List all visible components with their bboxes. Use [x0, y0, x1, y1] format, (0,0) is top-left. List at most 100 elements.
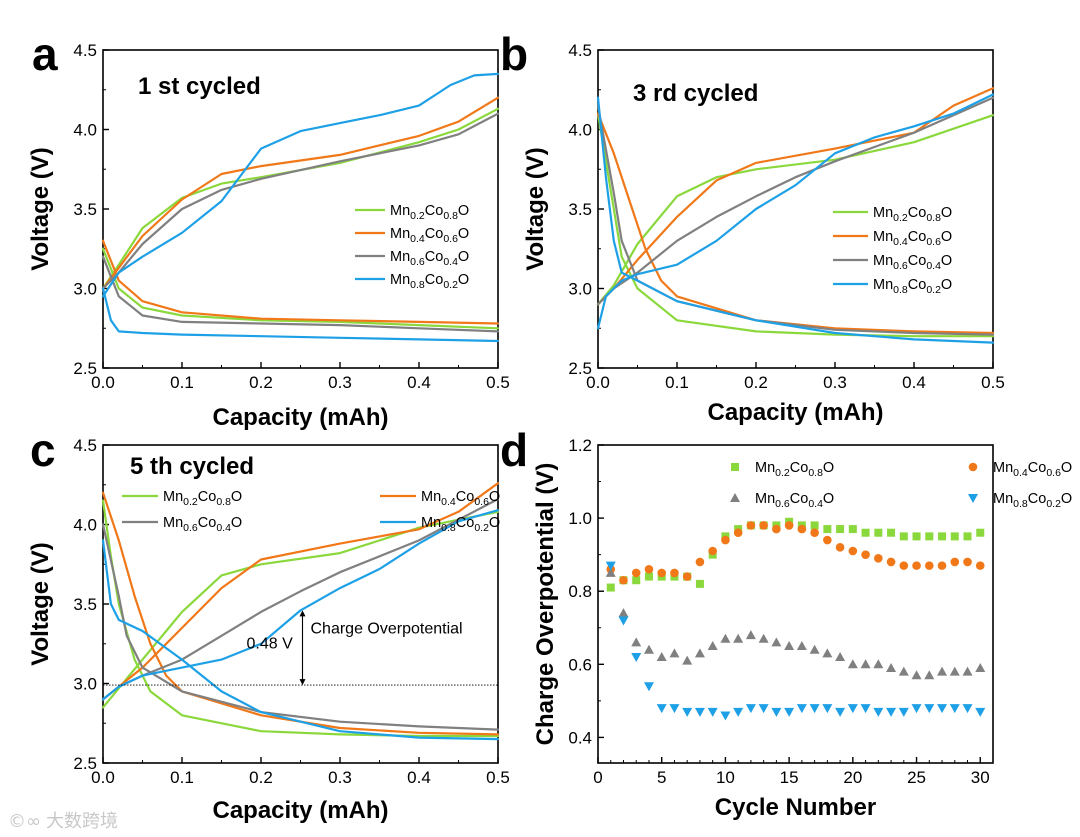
data-point-mn06: [656, 652, 667, 661]
data-point-mn06: [975, 662, 986, 672]
series-line-mn06-discharge: [101, 523, 500, 731]
y-tick-label: 2.5: [73, 359, 97, 378]
y-tick-label: 3.0: [73, 280, 97, 299]
data-point-mn06: [669, 648, 680, 658]
data-point-mn06: [924, 670, 935, 680]
panel-title: 1 st cycled: [138, 73, 261, 100]
data-point-mn04: [975, 561, 985, 570]
data-point-mn06: [605, 567, 616, 577]
data-point-mn08: [643, 682, 654, 692]
data-point-mn06: [886, 662, 897, 672]
data-point-mn02: [925, 532, 934, 541]
watermark-text: 大数跨境: [46, 811, 118, 832]
legend-marker-mn02: [731, 463, 739, 471]
data-point-mn04: [950, 557, 960, 567]
legend-marker-mn06: [730, 493, 740, 502]
data-point-mn08: [911, 704, 922, 714]
legend-label-mn08: Mn0.8Co0.2O: [993, 491, 1072, 510]
data-point-mn06: [643, 644, 654, 654]
x-tick-label: 0.3: [328, 768, 352, 787]
x-tick-label: 0.2: [249, 373, 273, 392]
data-point-mn06: [962, 666, 973, 676]
x-tick-label: 0.5: [981, 373, 1005, 392]
x-tick-label: 15: [780, 768, 799, 787]
data-point-mn08: [784, 707, 795, 717]
y-tick-label: 4.5: [568, 41, 592, 60]
legend-marker-mn08: [968, 494, 978, 503]
data-point-mn04: [797, 524, 807, 534]
y-axis-title: Voltage (V): [27, 542, 54, 666]
data-point-mn08: [873, 707, 884, 717]
data-point-mn06: [618, 608, 629, 618]
x-axis-title: Capacity (mAh): [212, 797, 388, 824]
panel-letter: b: [500, 28, 528, 80]
x-tick-label: 0.0: [586, 373, 610, 392]
data-point-mn02: [823, 525, 832, 534]
legend-label-mn06: Mn0.6Co0.4O: [873, 253, 952, 272]
x-axis-title: Capacity (mAh): [212, 404, 388, 431]
data-point-mn06: [707, 641, 718, 651]
x-tick-label: 0.4: [407, 768, 431, 787]
data-point-mn08: [605, 561, 616, 571]
data-point-mn04: [937, 561, 947, 570]
series-line-mn02-discharge: [596, 112, 995, 338]
panel-b: 0.0 0.1 0.2 0.3 0.4 0.5 2.5 3.0 3.5 4.0 4.5 Capacit…: [500, 28, 1005, 426]
series-line-mn04-charge: [101, 96, 500, 290]
legend-label-mn04: Mn0.4Co0.6O: [993, 460, 1072, 479]
data-point-mn02: [836, 525, 845, 534]
panel-letter: c: [30, 424, 56, 476]
data-point-mn06: [694, 648, 705, 658]
data-point-mn04: [733, 528, 743, 538]
data-point-mn06: [784, 641, 795, 651]
data-point-mn02: [938, 532, 947, 541]
watermark: ©∞ 大数跨境: [8, 811, 118, 832]
legend-label-mn04: Mn0.4Co0.6O: [390, 226, 469, 245]
data-point-mn06: [937, 666, 948, 676]
data-point-mn04: [899, 561, 909, 570]
data-point-mn08: [682, 707, 693, 717]
series-line-mn06-charge: [596, 96, 995, 306]
data-point-mn08: [898, 707, 909, 717]
data-point-mn06: [771, 637, 782, 647]
panel-title: 5 th cycled: [130, 453, 254, 480]
data-point-mn04: [721, 535, 730, 545]
series-line-mn04-discharge: [596, 112, 995, 335]
panel-c: 0.0 0.1 0.2 0.3 0.4 0.5 2.5 3.0 3.5 4.0 4.5 Capacit…: [27, 424, 510, 824]
data-point-mn04: [784, 521, 794, 530]
data-point-mn02: [963, 532, 972, 541]
series-line-mn08-discharge: [101, 539, 500, 741]
data-point-mn06: [796, 641, 807, 651]
series-line-mn02-discharge: [101, 499, 500, 738]
x-tick-label: 0.3: [328, 373, 352, 392]
data-point-mn04: [644, 564, 654, 574]
data-point-mn08: [835, 707, 846, 717]
y-tick-label: 4.0: [73, 516, 97, 535]
data-point-mn02: [861, 528, 870, 537]
x-axis-title: Cycle Number: [715, 794, 876, 821]
data-point-mn04: [772, 524, 781, 534]
data-point-mn04: [670, 568, 679, 578]
data-point-mn04: [912, 561, 921, 570]
legend-label-mn06: Mn0.6Co0.4O: [755, 491, 834, 510]
data-point-mn02: [644, 572, 653, 581]
data-point-mn06: [720, 633, 731, 643]
data-point-mn08: [975, 707, 986, 717]
series-line-mn08-discharge: [596, 96, 995, 344]
data-point-mn08: [733, 707, 744, 717]
data-point-mn08: [924, 704, 935, 714]
data-point-mn02: [950, 532, 959, 541]
data-point-mn08: [771, 707, 782, 717]
y-axis-title: Charge Overpotential (V): [532, 463, 559, 746]
legend-label-mn08: Mn0.8Co0.2O: [873, 277, 952, 296]
x-tick-label: 5: [657, 768, 666, 787]
data-point-mn08: [745, 704, 756, 714]
data-point-mn06: [682, 655, 693, 665]
y-tick-label: 2.5: [568, 359, 592, 378]
series-line-mn08-discharge: [101, 287, 500, 343]
x-tick-label: 0.5: [486, 373, 510, 392]
x-tick-label: 0.0: [91, 768, 115, 787]
data-point-mn04: [746, 521, 756, 530]
overpotential-label: Charge Overpotential: [311, 621, 463, 638]
data-point-mn06: [949, 666, 960, 676]
